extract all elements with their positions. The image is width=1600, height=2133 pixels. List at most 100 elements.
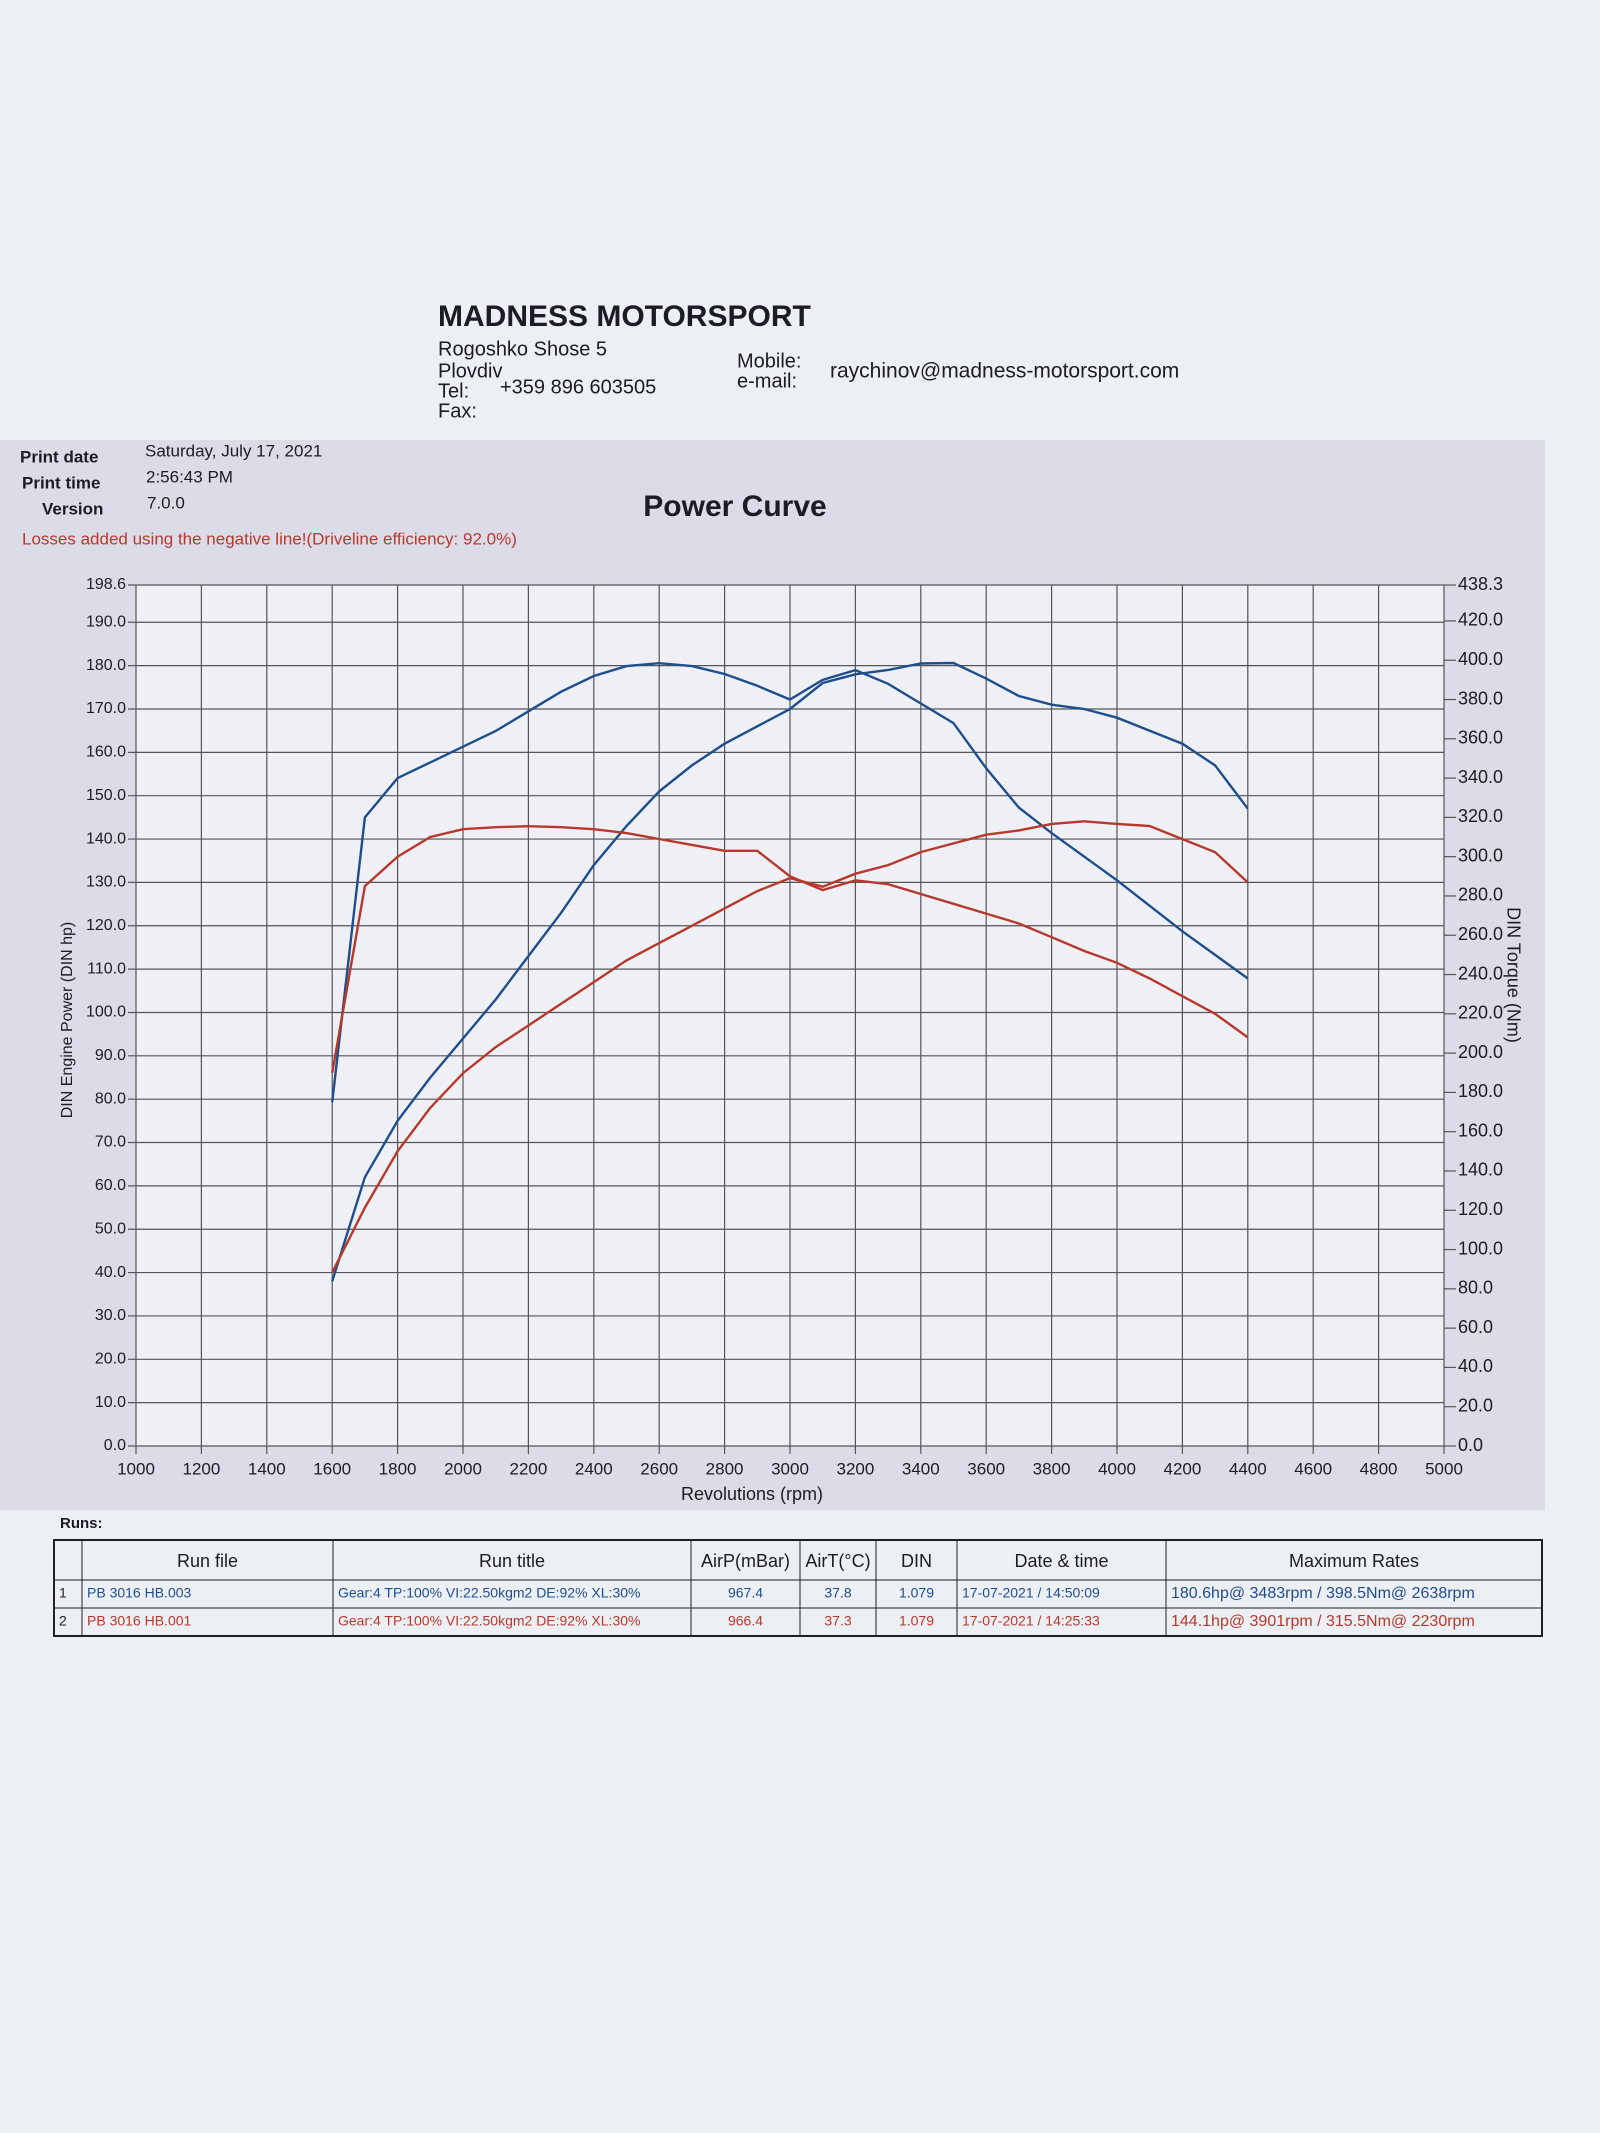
x-tick-label: 3200 (836, 1459, 874, 1478)
y2-tick-label: 260.0 (1458, 924, 1503, 944)
x-tick-label: 1800 (379, 1459, 417, 1478)
table-header: Maximum Rates (1289, 1551, 1419, 1571)
y2-tick-label: 40.0 (1458, 1356, 1493, 1376)
version: 7.0.0 (147, 493, 185, 512)
x-tick-label: 2200 (509, 1459, 547, 1478)
x-tick-label: 2600 (640, 1459, 678, 1478)
table-cell: 1 (59, 1585, 67, 1601)
series-line (331, 661, 1249, 1103)
table-header: AirT(°C) (805, 1551, 870, 1571)
x-tick-label: 4400 (1229, 1459, 1267, 1478)
y-tick-label: 40.0 (95, 1264, 126, 1281)
table-header: Run title (479, 1551, 545, 1571)
x-tick-label: 2400 (575, 1459, 613, 1478)
y2-tick-label: 140.0 (1458, 1160, 1503, 1180)
fax-label: Fax: (438, 400, 477, 422)
email: raychinov@madness-motorsport.com (830, 360, 1179, 383)
table-cell: Gear:4 TP:100% VI:22.50kgm2 DE:92% XL:30… (338, 1613, 640, 1629)
table-cell: 967.4 (728, 1585, 763, 1601)
address: Rogoshko Shose 5 (438, 338, 607, 360)
table-cell: 2 (59, 1613, 67, 1629)
table-cell: 180.6hp@ 3483rpm / 398.5Nm@ 2638rpm (1171, 1585, 1475, 1602)
table-cell: 37.8 (824, 1585, 851, 1601)
series-line (331, 824, 1249, 1074)
y-tick-label: 0.0 (104, 1437, 126, 1454)
x-tick-label: 1200 (182, 1459, 220, 1478)
table-cell: 966.4 (728, 1613, 763, 1629)
x-tick-label: 2000 (444, 1459, 482, 1478)
y-axis-label: DIN Engine Power (DIN hp) (59, 922, 76, 1119)
x-tick-label: 1400 (248, 1459, 286, 1478)
y-tick-label: 100.0 (86, 1004, 126, 1021)
y2-tick-label: 420.0 (1458, 610, 1503, 630)
y-tick-label: 160.0 (86, 744, 126, 761)
y2-tick-label: 340.0 (1458, 767, 1503, 787)
email-label: e-mail: (737, 370, 797, 392)
x-tick-label: 3600 (967, 1459, 1005, 1478)
y-tick-label: 110.0 (87, 960, 126, 977)
y2-tick-label: 360.0 (1458, 728, 1503, 748)
y2-tick-label: 300.0 (1458, 845, 1503, 865)
y2-tick-label: 60.0 (1458, 1317, 1493, 1337)
x-tick-label: 3400 (902, 1459, 940, 1478)
y-tick-label: 60.0 (95, 1177, 126, 1194)
print-date: Saturday, July 17, 2021 (145, 441, 322, 460)
table-cell: PB 3016 HB.003 (87, 1585, 192, 1601)
company: MADNESS MOTORSPORT (438, 300, 811, 333)
mobile-label: Mobile: (737, 350, 801, 372)
series-line (331, 820, 1249, 1274)
y2-tick-label: 320.0 (1458, 806, 1503, 826)
x-tick-label: 1000 (117, 1459, 155, 1478)
y-tick-label: 30.0 (95, 1307, 126, 1324)
x-tick-label: 2800 (706, 1459, 744, 1478)
y-tick-label: 90.0 (95, 1047, 126, 1064)
table-cell: 1.079 (899, 1585, 934, 1601)
y-tick-label: 80.0 (95, 1090, 126, 1107)
x-tick-label: 4800 (1360, 1459, 1398, 1478)
y-tick-label: 150.0 (86, 787, 126, 804)
series-line (331, 661, 1249, 1282)
y2-tick-label: 280.0 (1458, 885, 1503, 905)
y-tick-label: 50.0 (95, 1220, 126, 1237)
y2-tick-label: 20.0 (1458, 1395, 1493, 1415)
y2-tick-label: 438.3 (1458, 574, 1503, 594)
y-tick-label: 190.0 (86, 614, 126, 631)
table-cell: 144.1hp@ 3901rpm / 315.5Nm@ 2230rpm (1171, 1613, 1475, 1630)
y2-tick-label: 240.0 (1458, 963, 1503, 983)
print-date-label: Print date (20, 447, 98, 466)
table-cell: 17-07-2021 / 14:50:09 (962, 1585, 1100, 1601)
table-header: Run file (177, 1551, 238, 1571)
y2-tick-label: 400.0 (1458, 649, 1503, 669)
x-tick-label: 4600 (1294, 1459, 1332, 1478)
x-tick-label: 3800 (1033, 1459, 1071, 1478)
y-tick-label: 120.0 (86, 917, 126, 934)
y2-tick-label: 120.0 (1458, 1199, 1503, 1219)
table-cell: PB 3016 HB.001 (87, 1613, 192, 1629)
y-tick-label: 70.0 (95, 1134, 126, 1151)
y2-tick-label: 200.0 (1458, 1042, 1503, 1062)
table-cell: Gear:4 TP:100% VI:22.50kgm2 DE:92% XL:30… (338, 1585, 640, 1601)
table-cell: 17-07-2021 / 14:25:33 (962, 1613, 1100, 1629)
y2-axis-label: DIN Torque (Nm) (1503, 907, 1523, 1043)
tel-label: Tel: (438, 380, 469, 402)
x-tick-label: 1600 (313, 1459, 351, 1478)
table-cell: 1.079 (899, 1613, 934, 1629)
y-tick-label: 198.6 (86, 576, 126, 593)
y2-tick-label: 220.0 (1458, 1003, 1503, 1023)
x-tick-label: 4000 (1098, 1459, 1136, 1478)
y2-tick-label: 380.0 (1458, 688, 1503, 708)
city: Plovdiv (438, 360, 502, 382)
y-tick-label: 10.0 (95, 1394, 126, 1411)
print-time-label: Print time (22, 473, 100, 492)
table-header: Date & time (1014, 1551, 1108, 1571)
table-header: DIN (901, 1551, 932, 1571)
y-tick-label: 170.0 (86, 700, 126, 717)
y-tick-label: 130.0 (86, 874, 126, 891)
y2-tick-label: 100.0 (1458, 1238, 1503, 1258)
table-header: AirP(mBar) (701, 1551, 790, 1571)
y-tick-label: 140.0 (86, 830, 126, 847)
chart-title: Power Curve (643, 490, 826, 523)
tel: +359 896 603505 (500, 376, 656, 398)
x-tick-label: 4200 (1163, 1459, 1201, 1478)
x-tick-label: 3000 (771, 1459, 809, 1478)
